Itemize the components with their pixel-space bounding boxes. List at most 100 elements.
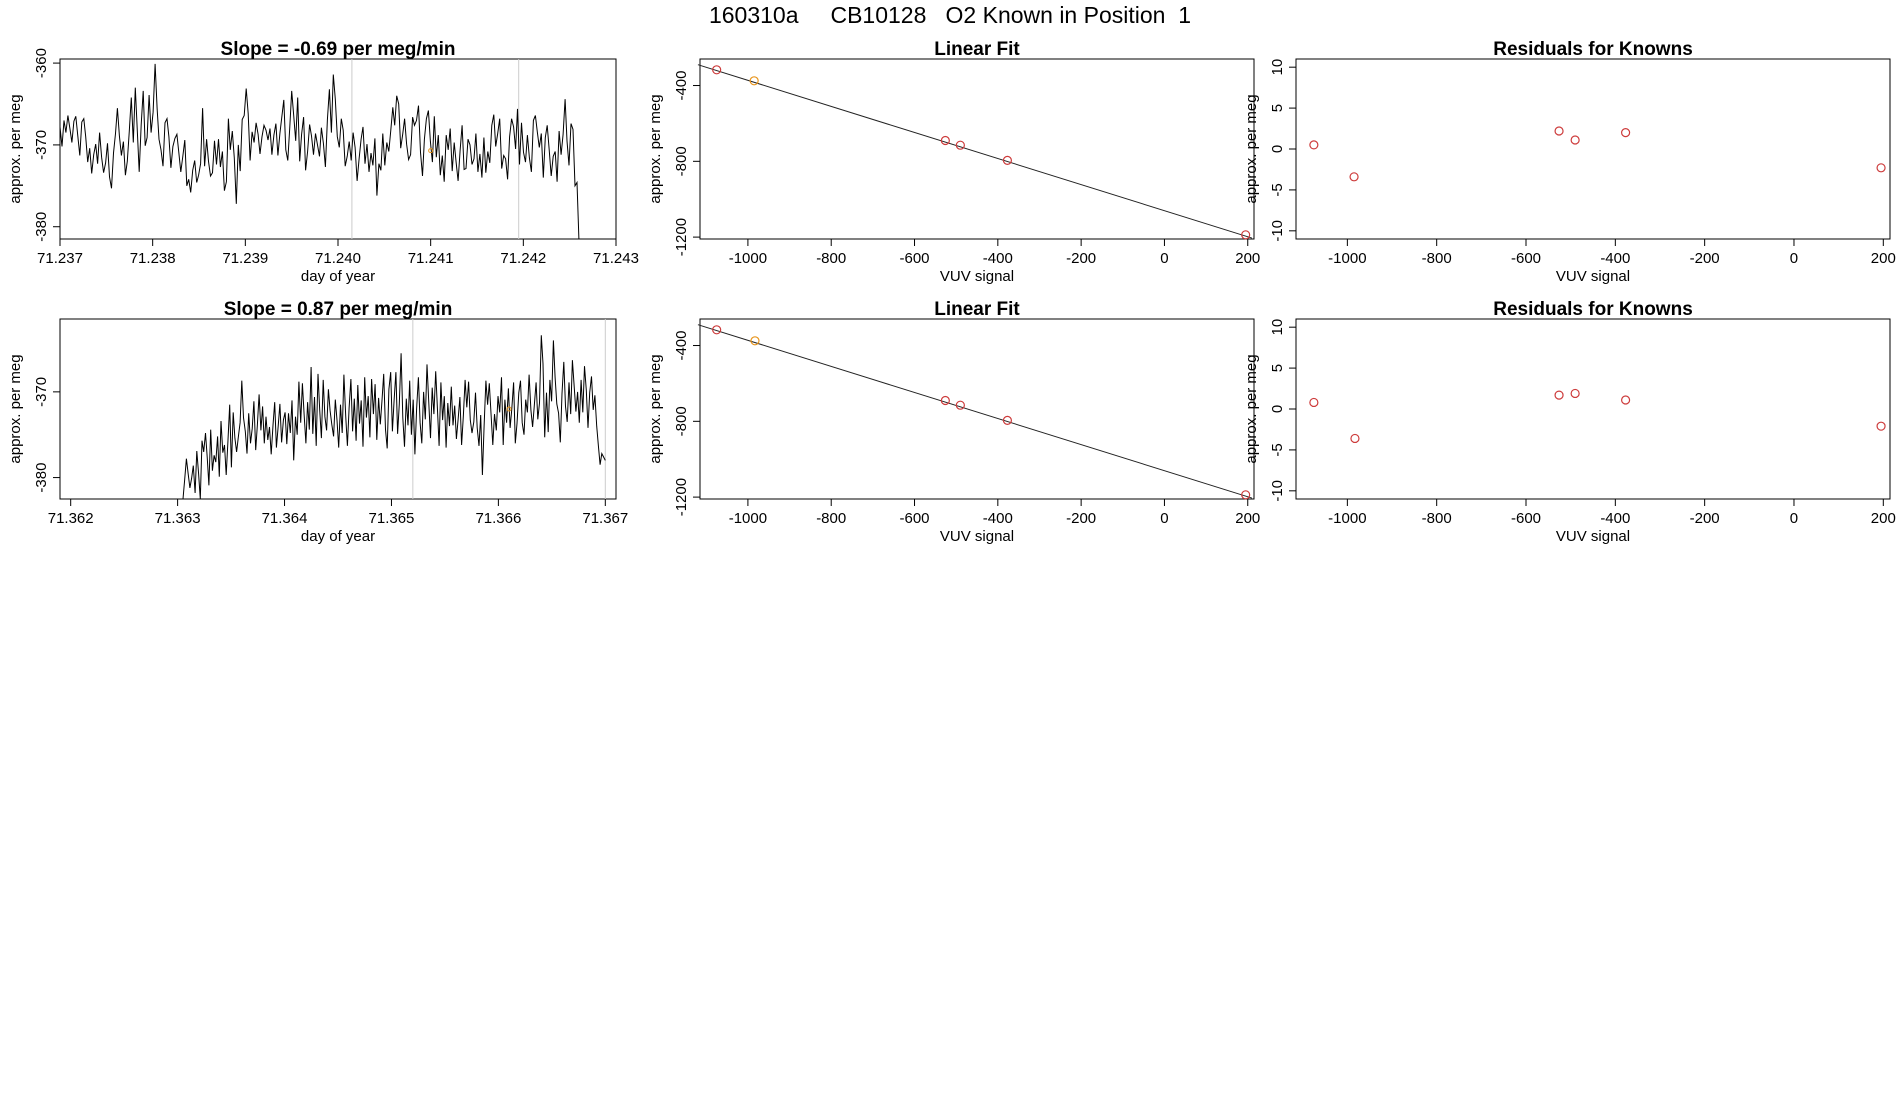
data-point (940, 395, 950, 406)
y-tick-label: 5 (1269, 364, 1286, 372)
x-tick-label: 200 (1235, 250, 1260, 267)
x-tick-label: 0 (1790, 250, 1798, 267)
highlight-point (506, 406, 512, 412)
x-tick-label: 71.362 (48, 510, 94, 527)
res2-panel: Residuals for Knowns-1000 -800 -600 -400 -20… (1243, 299, 1896, 545)
x-axis-label: VUV signal (1556, 268, 1630, 285)
data-point (1554, 126, 1564, 136)
x-tick-label: -400 (1600, 510, 1630, 527)
x-tick-label: -200 (1066, 510, 1096, 527)
chart-title: Slope = -0.69 per meg/min (221, 39, 456, 60)
y-tick-label: -370 (33, 377, 50, 407)
figure-title: 160310a CB10128 O2 Known in Position 1 (708, 2, 1192, 28)
data-point (1570, 135, 1580, 145)
y-tick-label: -5 (1269, 183, 1286, 196)
y-tick-label: 5 (1269, 104, 1286, 112)
x-axis-label: day of year (301, 268, 375, 285)
x-tick-label: -400 (1600, 250, 1630, 267)
x-tick-label: 71.242 (500, 250, 546, 267)
x-tick-label: 200 (1235, 510, 1260, 527)
x-tick-label: 200 (1871, 250, 1896, 267)
y-tick-label: 0 (1269, 145, 1286, 153)
res1-panel: Residuals for Knowns-1000 -800 -600 -400 -20… (1243, 39, 1896, 285)
data-point (1309, 397, 1319, 408)
ts1-panel: Slope = -0.69 per meg/min 71.237 71.238 71.… (7, 39, 639, 285)
y-axis-label: approx. per meg (647, 354, 664, 463)
x-axis-label: VUV signal (1556, 528, 1630, 545)
series-line (59, 63, 580, 240)
y-axis-label: approx. per meg (1243, 354, 1260, 463)
x-tick-label: 71.240 (315, 250, 361, 267)
x-axis-label: VUV signal (940, 268, 1014, 285)
plot-frame (59, 318, 617, 500)
data-point (1241, 490, 1251, 500)
y-tick-label: -1200 (673, 218, 690, 256)
fit2-panel: Linear Fit -1000 -800 -600 -400 -200 0 200 VUV s… (647, 299, 1260, 545)
x-tick-label: -800 (1422, 250, 1452, 267)
x-axis-label: VUV signal (940, 528, 1014, 545)
chart-title: Linear Fit (934, 39, 1020, 60)
data-point (955, 400, 965, 410)
x-tick-label: 200 (1871, 510, 1896, 527)
x-tick-label: 71.367 (582, 510, 628, 527)
x-tick-label: -600 (900, 250, 930, 267)
y-tick-label: 10 (1269, 319, 1286, 336)
y-tick-label: -370 (33, 130, 50, 160)
y-tick-label: -400 (673, 71, 690, 101)
y-tick-label: -10 (1269, 220, 1286, 242)
x-tick-label: -1000 (1328, 510, 1366, 527)
data-point (955, 140, 965, 150)
x-tick-label: -800 (816, 250, 846, 267)
x-tick-label: -200 (1690, 250, 1720, 267)
series-line (182, 335, 606, 500)
x-tick-label: 71.365 (369, 510, 415, 527)
x-tick-label: 0 (1160, 250, 1168, 267)
x-tick-label: 71.238 (130, 250, 176, 267)
y-axis-label: approx. per meg (1243, 94, 1260, 203)
data-point (1002, 415, 1013, 425)
x-tick-label: -1000 (729, 250, 767, 267)
ts2-panel: Slope = 0.87 per meg/min 71.362 71.363 71.3… (7, 299, 628, 545)
y-axis-label: approx. per meg (7, 94, 24, 203)
fit-line (697, 324, 1253, 499)
x-tick-label: 0 (1160, 510, 1168, 527)
x-tick-label: 71.363 (155, 510, 201, 527)
data-point (1876, 421, 1886, 431)
chart-title: Slope = 0.87 per meg/min (224, 299, 453, 320)
data-point (749, 76, 759, 86)
x-tick-label: 71.237 (37, 250, 83, 267)
x-tick-label: 71.364 (262, 510, 308, 527)
y-tick-label: 0 (1269, 405, 1286, 413)
data-point (712, 65, 722, 75)
data-point (1621, 128, 1631, 138)
y-tick-label: -10 (1269, 480, 1286, 502)
chart-title: Linear Fit (934, 299, 1020, 320)
data-point (1570, 388, 1580, 399)
x-tick-label: 0 (1790, 510, 1798, 527)
x-tick-label: -600 (1511, 250, 1541, 267)
fit-line (697, 64, 1253, 239)
x-tick-label: 71.239 (222, 250, 268, 267)
plot-frame (699, 318, 1255, 500)
x-tick-label: -800 (1422, 510, 1452, 527)
data-point (1350, 433, 1360, 444)
x-tick-label: 71.243 (593, 250, 639, 267)
y-tick-label: -800 (673, 146, 690, 176)
x-axis-label: day of year (301, 528, 375, 545)
fit1-panel: Linear Fit -1000 -800 -600 -400 -200 0 200 VUV s… (647, 39, 1260, 285)
y-tick-label: 10 (1269, 59, 1286, 76)
y-tick-label: -360 (33, 48, 50, 78)
y-tick-label: -400 (673, 331, 690, 361)
x-tick-label: -1000 (729, 510, 767, 527)
data-point (1554, 390, 1564, 400)
data-point (1621, 395, 1631, 405)
data-point (1241, 230, 1251, 240)
data-point (750, 336, 760, 346)
data-point (1349, 172, 1359, 182)
x-tick-label: 71.241 (408, 250, 454, 267)
chart-title: Residuals for Knowns (1493, 299, 1693, 320)
x-tick-label: -600 (1511, 510, 1541, 527)
y-axis-label: approx. per meg (7, 354, 24, 463)
x-tick-label: -1000 (1328, 250, 1366, 267)
y-tick-label: -380 (33, 212, 50, 242)
